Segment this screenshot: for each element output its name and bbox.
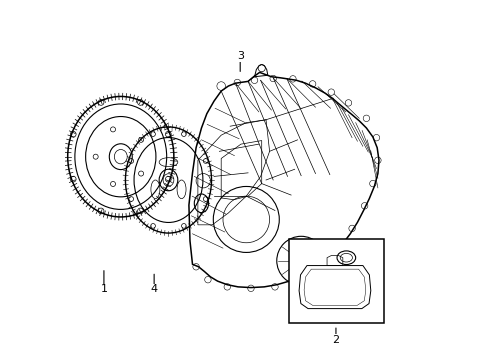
Bar xyxy=(289,239,384,323)
Text: 1: 1 xyxy=(100,284,107,294)
Text: 4: 4 xyxy=(150,284,157,294)
Text: 3: 3 xyxy=(236,51,243,61)
Text: 2: 2 xyxy=(332,334,339,345)
